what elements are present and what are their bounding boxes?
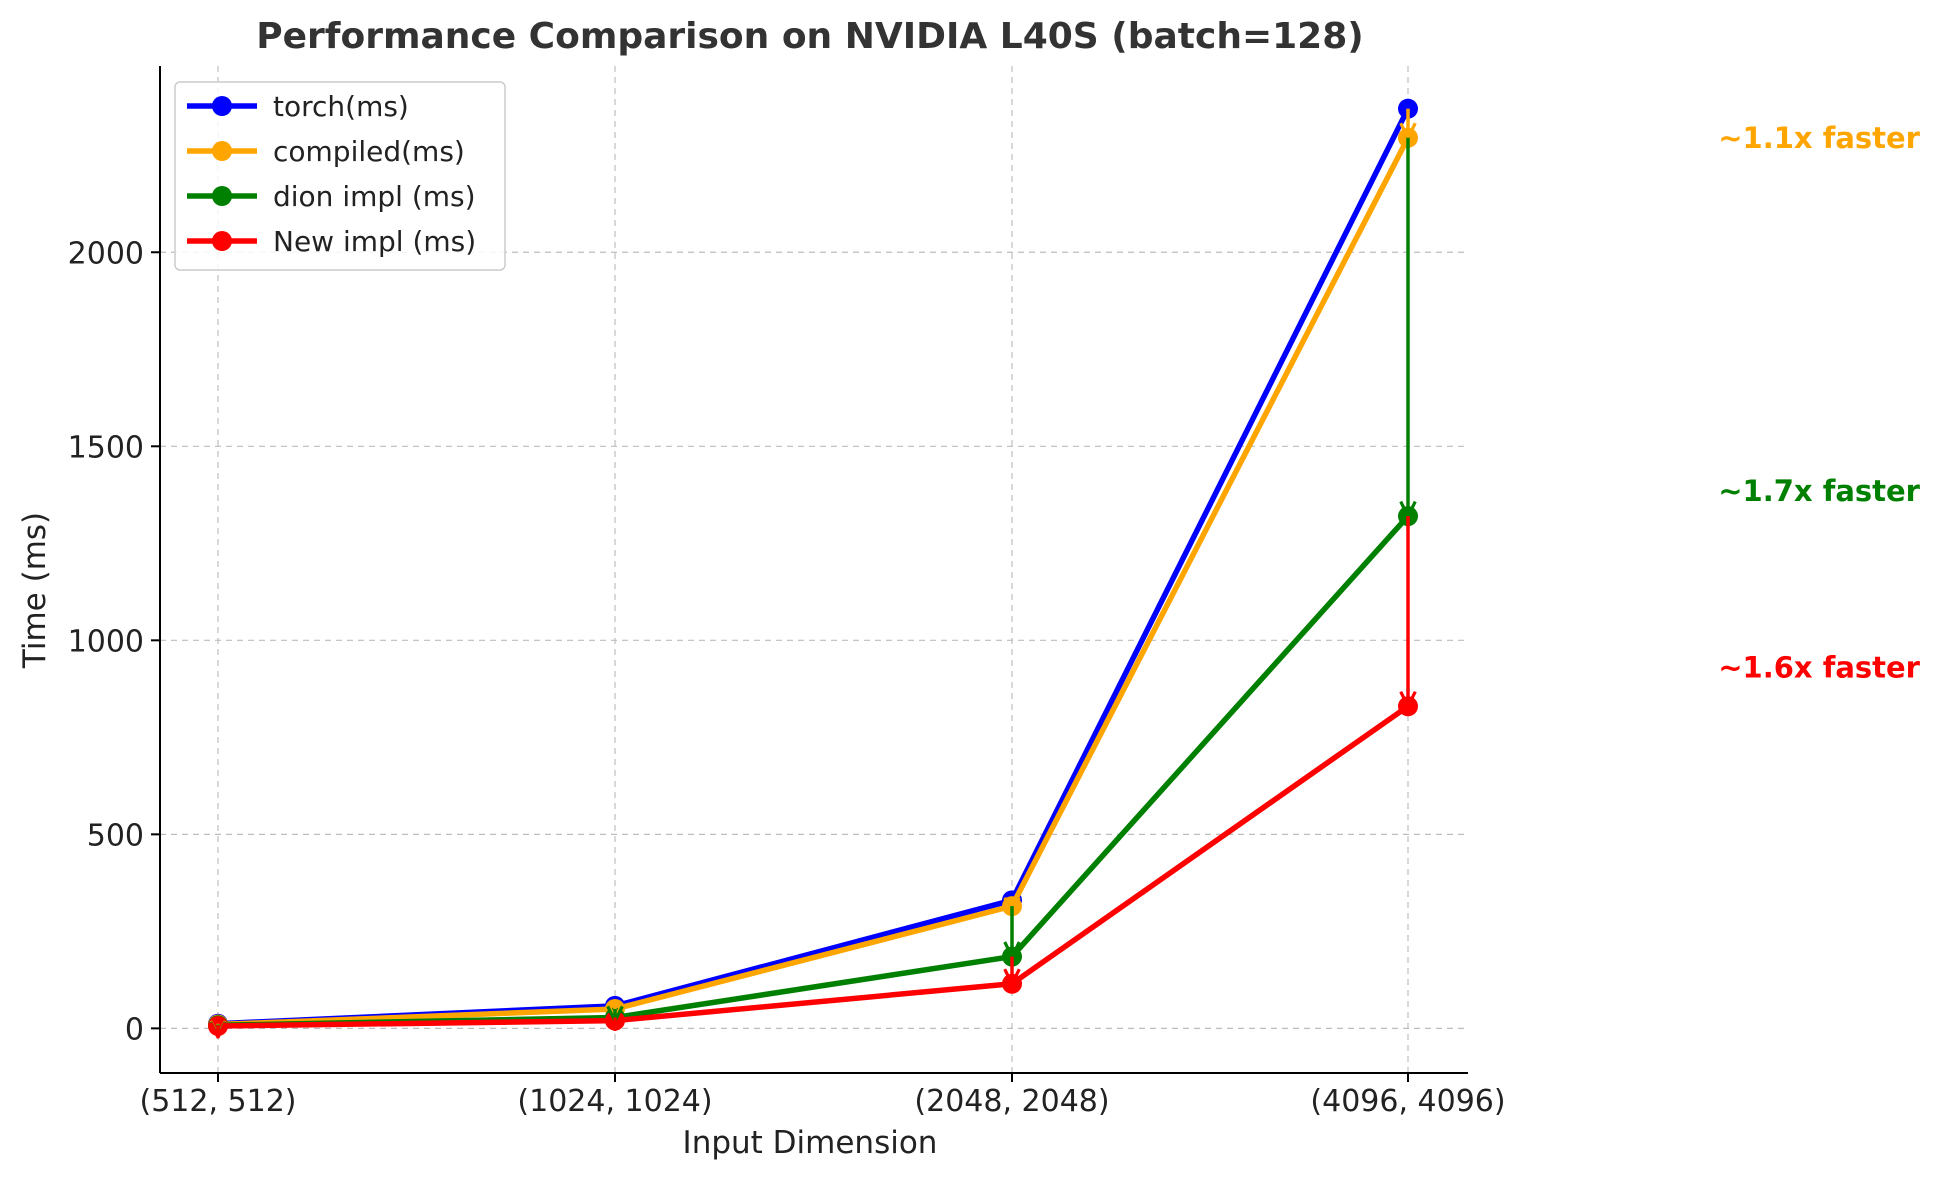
chart-title: Performance Comparison on NVIDIA L40S (b… xyxy=(256,16,1363,57)
legend-label: compiled(ms) xyxy=(273,135,465,168)
legend-swatch-marker xyxy=(212,186,232,206)
legend-box xyxy=(174,81,506,271)
arrow-layer xyxy=(218,108,1408,1038)
axes-layer: 0 500 1000 1500 2000 (512, 512) (1024, 1024) (2… xyxy=(68,66,1506,1119)
legend: torch(ms) compiled(ms) dion impl (ms) New i… xyxy=(174,81,506,271)
y-tick-label: 0 xyxy=(125,1012,144,1047)
series-line-2 xyxy=(215,513,1411,1029)
speedup-annotation: ~1.6x faster xyxy=(1718,650,1920,684)
series-line-3 xyxy=(215,703,1411,1029)
legend-swatch-marker xyxy=(212,96,232,116)
y-tick-label: 500 xyxy=(87,818,144,853)
y-tick-label: 2000 xyxy=(68,236,144,271)
annotation-layer: ~1.1x faster ~1.7x faster ~1.6x faster xyxy=(1718,121,1920,685)
x-tick-label: (2048, 2048) xyxy=(914,1084,1109,1119)
series-line-1 xyxy=(215,135,1411,1028)
legend-label: New impl (ms) xyxy=(273,225,476,258)
legend-label: torch(ms) xyxy=(273,90,409,123)
x-tick-label: (4096, 4096) xyxy=(1310,1084,1505,1119)
x-tick-label: (1024, 1024) xyxy=(517,1084,712,1119)
y-tick-label: 1500 xyxy=(68,430,144,465)
y-tick-label: 1000 xyxy=(68,624,144,659)
y-axis-label: Time (ms) xyxy=(17,512,53,669)
x-axis-label: Input Dimension xyxy=(683,1125,938,1161)
legend-swatch-marker xyxy=(212,141,232,161)
legend-label: dion impl (ms) xyxy=(273,180,476,213)
speedup-annotation: ~1.1x faster xyxy=(1718,121,1920,155)
x-tick-label: (512, 512) xyxy=(139,1084,296,1119)
legend-swatch-marker xyxy=(212,231,232,251)
speedup-annotation: ~1.7x faster xyxy=(1718,474,1920,508)
